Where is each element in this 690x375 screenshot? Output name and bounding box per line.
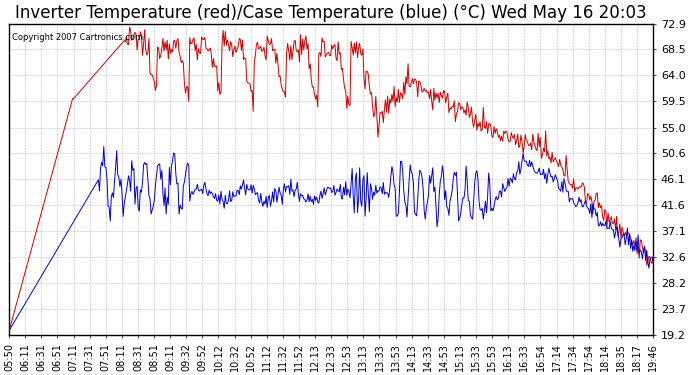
Title: Inverter Temperature (red)/Case Temperature (blue) (°C) Wed May 16 20:03: Inverter Temperature (red)/Case Temperat…: [15, 4, 647, 22]
Text: Copyright 2007 Cartronics.com: Copyright 2007 Cartronics.com: [12, 33, 144, 42]
